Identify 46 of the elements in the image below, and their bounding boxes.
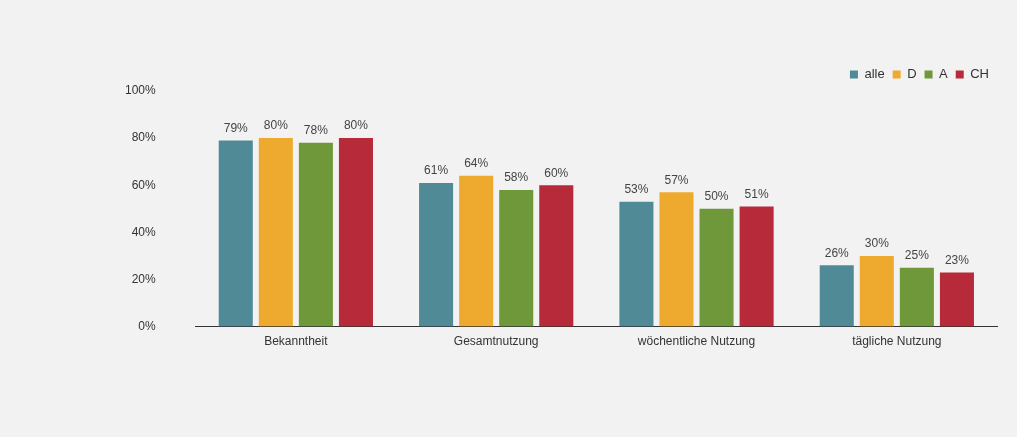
bar <box>619 201 654 327</box>
data-label: 25% <box>904 248 930 263</box>
bar <box>939 272 974 327</box>
y-tick-label: 0% <box>138 318 157 333</box>
data-label: 80% <box>343 118 369 133</box>
bar <box>258 138 293 327</box>
x-tick-label: Bekanntheit <box>264 334 329 349</box>
data-label: 53% <box>624 182 649 197</box>
bar <box>218 140 253 327</box>
bar <box>659 192 694 327</box>
x-tick-label: Gesamtnutzung <box>453 334 539 349</box>
y-tick-label: 40% <box>131 224 157 239</box>
bar <box>899 267 934 327</box>
bar <box>298 142 333 327</box>
bar <box>819 265 854 327</box>
data-label: 78% <box>303 123 329 138</box>
data-label: 51% <box>744 186 769 201</box>
data-label: 61% <box>424 163 449 178</box>
data-label: 80% <box>263 118 289 133</box>
data-label: 60% <box>544 165 569 180</box>
bar <box>739 206 774 327</box>
legend-label: A <box>939 66 949 82</box>
bar <box>419 182 454 327</box>
legend-label: CH <box>970 66 989 82</box>
data-label: 23% <box>944 252 970 267</box>
data-label: 79% <box>223 120 249 135</box>
legend-label: alle <box>864 66 885 82</box>
bar <box>859 255 894 327</box>
data-label: 57% <box>664 172 689 187</box>
bar <box>459 175 494 327</box>
legend-label: D <box>907 66 917 82</box>
x-tick-label: tägliche Nutzung <box>852 334 942 349</box>
data-label: 26% <box>824 245 850 260</box>
bar <box>539 185 574 327</box>
x-tick-label: wöchentliche Nutzung <box>636 334 756 349</box>
bar <box>499 189 534 327</box>
y-tick-label: 60% <box>131 177 157 192</box>
bar <box>338 138 373 327</box>
y-tick-label: 100% <box>124 83 157 98</box>
data-label: 64% <box>464 156 489 171</box>
data-label: 58% <box>504 170 529 185</box>
y-tick-label: 20% <box>131 271 157 286</box>
data-label: 50% <box>704 189 729 204</box>
data-label: 30% <box>864 236 890 251</box>
bar <box>699 208 734 327</box>
y-tick-label: 80% <box>131 130 157 145</box>
